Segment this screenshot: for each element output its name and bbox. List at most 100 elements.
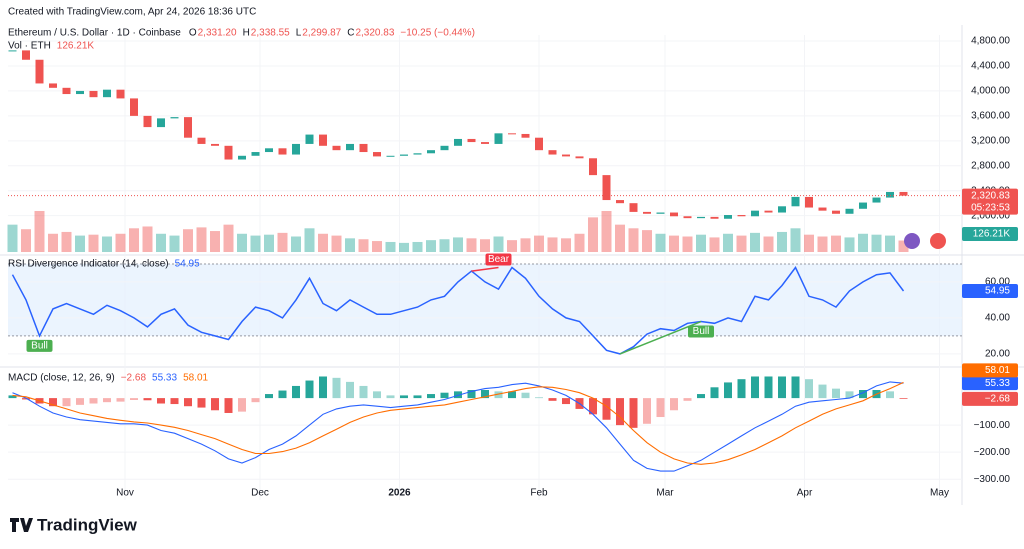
y-tick-label: 4,000.00 [971, 86, 1010, 97]
histogram-bar [157, 398, 165, 404]
histogram-bar [508, 391, 516, 399]
candle [683, 216, 692, 219]
volume-last: 126.21K [973, 229, 1011, 240]
candle [386, 155, 395, 157]
candle [791, 196, 800, 207]
volume-bar [21, 229, 31, 252]
x-tick-label: Apr [797, 488, 813, 499]
candle [575, 156, 584, 159]
histogram-bar [454, 391, 462, 399]
signal-box [688, 325, 714, 338]
volume-bar [7, 224, 18, 252]
histogram-bar [845, 391, 854, 399]
logo [10, 518, 33, 532]
histogram-bar [656, 398, 665, 418]
histogram-bar [427, 394, 435, 399]
histogram-bar [197, 398, 206, 408]
volume-bar [750, 232, 760, 252]
volume-bar [642, 230, 652, 252]
volume-bar [88, 234, 99, 252]
volume-bar [507, 240, 517, 252]
volume-bar [777, 231, 787, 252]
candle [251, 152, 260, 156]
volume-bar [129, 228, 139, 252]
macd-last-box [962, 376, 1018, 391]
volume-bar [561, 238, 571, 252]
y-tick-label: −100.00 [974, 420, 1011, 431]
histogram-bar [251, 398, 260, 403]
signal-label: Bull [31, 341, 48, 352]
candle [845, 208, 854, 214]
y-tick-label: 2,000.00 [971, 210, 1010, 221]
candle [656, 212, 665, 214]
histogram-bar [724, 382, 732, 399]
candle [859, 202, 867, 209]
volume-bar [804, 234, 814, 252]
volume-bar [682, 236, 693, 252]
histogram-bar [103, 398, 111, 403]
volume-bar [358, 239, 369, 252]
candle [278, 148, 287, 155]
histogram-bar [521, 392, 530, 399]
candle [305, 134, 314, 144]
candle [130, 98, 138, 116]
volume-bar [291, 236, 301, 252]
volume-bar [588, 217, 598, 252]
candle [35, 59, 44, 84]
macd-last-box [962, 391, 1018, 406]
macd-last: −2.68 [985, 393, 1011, 404]
volume-bar [453, 237, 463, 252]
histogram-bar [440, 392, 449, 399]
candle [8, 50, 17, 52]
volume-bar [156, 233, 166, 252]
candle [710, 216, 719, 219]
divergence-line [471, 266, 499, 272]
rsi-band [8, 263, 962, 336]
candle [332, 145, 341, 151]
candle [265, 148, 273, 153]
histogram-bar [170, 398, 179, 405]
volume-bar [169, 235, 180, 252]
candle [359, 143, 368, 153]
candle [886, 191, 894, 198]
signal-label: Bear [488, 254, 510, 265]
ohlc-label: H [243, 28, 250, 39]
volume-bar [615, 224, 625, 252]
histogram-bar [49, 398, 57, 407]
volume-bar [412, 241, 423, 252]
macd-last-box [962, 363, 1018, 378]
histogram-bar [751, 376, 759, 399]
macd-line [12, 381, 904, 472]
volume-bar [574, 233, 585, 252]
candle [440, 145, 449, 151]
volume-bar [399, 242, 409, 252]
indicator-title: MACD (close, 12, 26, 9) [8, 373, 115, 384]
histogram-bar [683, 398, 692, 401]
volume-bar [696, 234, 706, 252]
volume-bar [480, 239, 490, 252]
candle [548, 150, 557, 155]
histogram-bar [346, 381, 354, 399]
histogram-bar [224, 398, 233, 413]
candle [143, 115, 152, 128]
histogram-bar [616, 398, 624, 426]
x-tick-label: Nov [116, 488, 134, 499]
volume-bar [831, 235, 841, 252]
volume-bar [183, 229, 193, 252]
signal-box [26, 339, 53, 352]
histogram-bar [764, 376, 773, 399]
histogram-bar [386, 395, 395, 399]
candle [184, 117, 192, 138]
icon [930, 233, 946, 249]
volume-bar [250, 235, 261, 252]
histogram-bar [494, 391, 503, 399]
histogram-bar [805, 379, 813, 399]
signal-box [485, 253, 512, 266]
ohlc-value: 2,338.55 [251, 28, 290, 39]
volume-bar [115, 233, 126, 252]
histogram-bar [413, 395, 422, 399]
histogram-bar [629, 398, 638, 428]
histogram-bar [305, 380, 314, 399]
y-tick-label: 4,400.00 [971, 61, 1010, 72]
candle [521, 133, 530, 138]
